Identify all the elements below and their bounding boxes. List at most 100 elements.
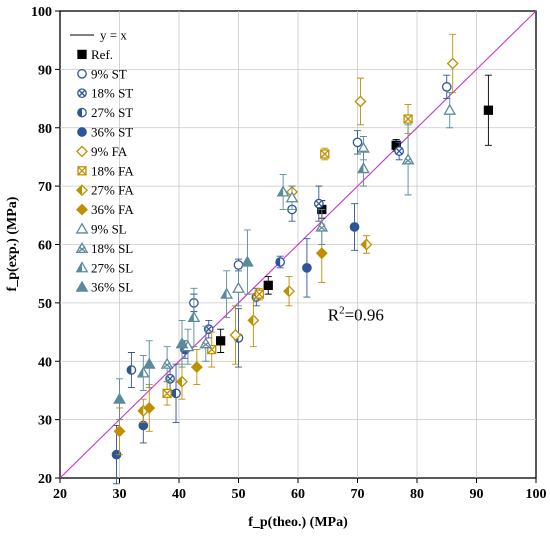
legend-label-y-equals-x: y = x xyxy=(100,28,127,43)
marker-cross xyxy=(162,388,172,398)
x-tick-label: 30 xyxy=(113,487,127,502)
series-27-sl xyxy=(136,150,370,391)
marker-circle-open xyxy=(77,68,87,79)
data-point xyxy=(443,92,457,129)
r-squared-base: R xyxy=(328,305,340,324)
marker-circle-cross xyxy=(165,373,175,384)
marker-cross xyxy=(163,362,171,368)
marker-cross xyxy=(202,341,210,348)
marker-shape xyxy=(446,57,459,70)
marker-cross xyxy=(254,289,264,299)
marker-fill xyxy=(138,405,144,416)
marker-shape xyxy=(113,392,126,404)
marker-circle-half xyxy=(77,107,87,118)
marker-diamond-filled xyxy=(76,203,88,216)
marker-fill xyxy=(275,257,281,267)
marker-shape xyxy=(175,337,189,349)
marker-triangle-open xyxy=(443,103,457,115)
x-tick-label: 70 xyxy=(351,487,365,502)
marker-cross xyxy=(166,375,174,383)
legend-label: 27% SL xyxy=(91,260,133,275)
marker-shape xyxy=(77,68,87,79)
marker-triangle-half xyxy=(357,162,370,174)
reference-line-y-equals-x xyxy=(59,10,537,479)
marker-circle-half xyxy=(171,388,181,399)
marker-triangle-cross xyxy=(315,220,329,232)
marker-fill xyxy=(361,239,367,250)
x-tick-label: 50 xyxy=(232,487,246,502)
data-point xyxy=(441,74,452,100)
data-point xyxy=(352,130,363,155)
x-tick-label: 100 xyxy=(526,487,547,502)
marker-circle-cross xyxy=(77,88,87,99)
marker-diamond-open xyxy=(354,95,367,108)
marker-shape xyxy=(75,222,89,234)
marker-shape xyxy=(113,425,126,438)
legend-label: 27% FA xyxy=(91,183,134,198)
marker-shape xyxy=(77,49,87,60)
x-axis-title: f_p(theo.) (MPa) xyxy=(248,515,348,530)
grid-lines xyxy=(60,11,536,478)
series-18-st xyxy=(165,141,404,391)
marker-shape xyxy=(354,95,367,108)
marker-fill xyxy=(221,288,227,299)
legend-label: 36% ST xyxy=(91,125,133,140)
data-point xyxy=(354,77,367,126)
data-point xyxy=(126,352,137,388)
marker-shape xyxy=(443,103,457,115)
marker-fill xyxy=(77,108,82,117)
data-point xyxy=(187,287,201,348)
data-point xyxy=(207,331,217,368)
series-36-sl xyxy=(113,229,254,421)
marker-shape xyxy=(216,336,226,346)
marker-cross xyxy=(318,224,326,231)
marker-fill xyxy=(76,185,82,196)
marker-triangle-half xyxy=(276,185,290,197)
marker-shape xyxy=(241,255,254,267)
marker-triangle-cross xyxy=(199,337,213,349)
legend-label: 9% FA xyxy=(91,144,128,159)
data-point xyxy=(142,340,156,388)
marker-circle-filled xyxy=(349,222,360,232)
marker-shape xyxy=(263,280,273,291)
marker-shape xyxy=(76,145,88,158)
marker-shape xyxy=(233,260,244,270)
marker-shape xyxy=(302,262,312,273)
y-tick-label: 90 xyxy=(38,63,52,78)
marker-diamond-half xyxy=(283,285,296,298)
data-point xyxy=(285,185,299,210)
data-point xyxy=(171,363,181,423)
marker-circle-filled xyxy=(302,262,312,273)
marker-diamond-half xyxy=(176,375,188,388)
marker-triangle-filled xyxy=(113,392,126,404)
marker-square-cross xyxy=(77,166,87,176)
marker-square-filled xyxy=(263,280,273,291)
data-point xyxy=(247,293,260,348)
data-points xyxy=(111,33,494,485)
marker-cross xyxy=(77,166,87,176)
data-point xyxy=(229,305,242,365)
data-point xyxy=(263,276,273,295)
data-point xyxy=(136,354,150,391)
marker-circle-cross xyxy=(394,146,404,156)
data-point xyxy=(216,328,226,353)
data-point xyxy=(483,74,494,146)
marker-triangle-open xyxy=(75,222,89,234)
marker-diamond-filled xyxy=(190,361,203,374)
data-point xyxy=(302,238,312,298)
marker-shape xyxy=(349,222,360,232)
data-point xyxy=(315,223,328,283)
marker-shape xyxy=(285,191,299,203)
data-point xyxy=(175,319,189,368)
x-tick-label: 90 xyxy=(470,487,484,502)
marker-cross xyxy=(404,157,412,164)
marker-circle-half xyxy=(275,257,285,267)
legend-label: Ref. xyxy=(91,47,113,62)
marker-square-cross xyxy=(162,388,172,398)
marker-diamond-open xyxy=(76,145,88,158)
marker-square-cross xyxy=(320,149,330,159)
data-point xyxy=(160,346,174,383)
marker-triangle-filled xyxy=(175,337,189,349)
data-point xyxy=(394,141,404,161)
